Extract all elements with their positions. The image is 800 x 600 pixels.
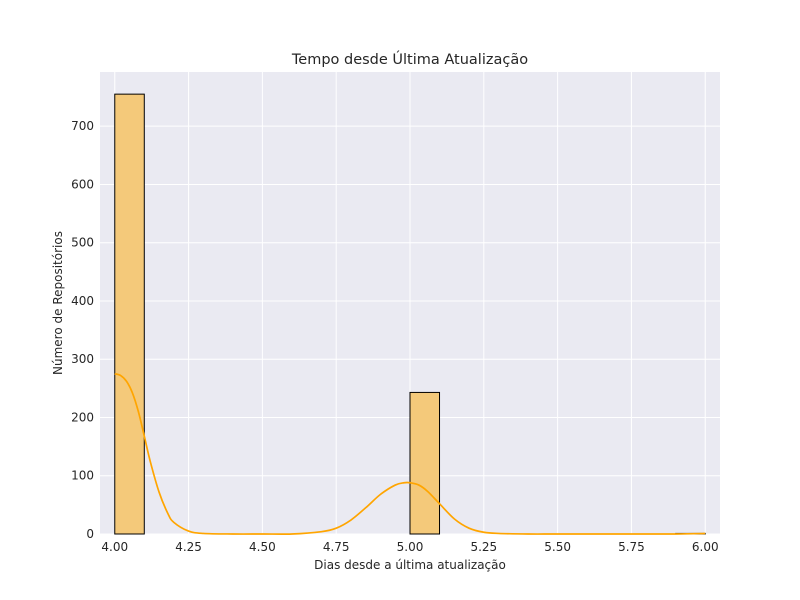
x-tick-label: 5.50 xyxy=(544,540,571,554)
x-tick-label: 4.75 xyxy=(323,540,350,554)
y-tick-labels: 0 100 200 300 400 500 600 700 xyxy=(71,119,94,541)
x-tick-label: 4.00 xyxy=(101,540,128,554)
x-tick-labels: 4.00 4.25 4.50 4.75 5.00 5.25 5.50 5.75 6.00 xyxy=(101,540,718,554)
y-tick-label: 500 xyxy=(71,236,94,250)
kde-line xyxy=(114,372,706,536)
x-tick-label: 6.00 xyxy=(692,540,719,554)
x-tick-label: 5.25 xyxy=(470,540,497,554)
y-axis-label: Número de Repositórios xyxy=(51,231,65,375)
bars xyxy=(114,93,706,535)
y-tick-label: 0 xyxy=(86,527,94,541)
x-axis-label: Dias desde a última atualização xyxy=(314,558,506,572)
y-tick-label: 700 xyxy=(71,119,94,133)
chart-title: Tempo desde Última Atualização xyxy=(291,50,528,68)
kde-curve xyxy=(114,372,706,536)
x-tick-label: 5.00 xyxy=(397,540,424,554)
y-tick-label: 300 xyxy=(71,352,94,366)
y-tick-label: 400 xyxy=(71,294,94,308)
histogram-bar xyxy=(114,93,145,535)
x-tick-label: 5.75 xyxy=(618,540,645,554)
histogram-bar xyxy=(409,391,441,535)
x-tick-label: 4.25 xyxy=(175,540,202,554)
y-tick-label: 100 xyxy=(71,469,94,483)
y-tick-label: 600 xyxy=(71,177,94,191)
y-tick-label: 200 xyxy=(71,410,94,424)
x-tick-label: 4.50 xyxy=(249,540,276,554)
